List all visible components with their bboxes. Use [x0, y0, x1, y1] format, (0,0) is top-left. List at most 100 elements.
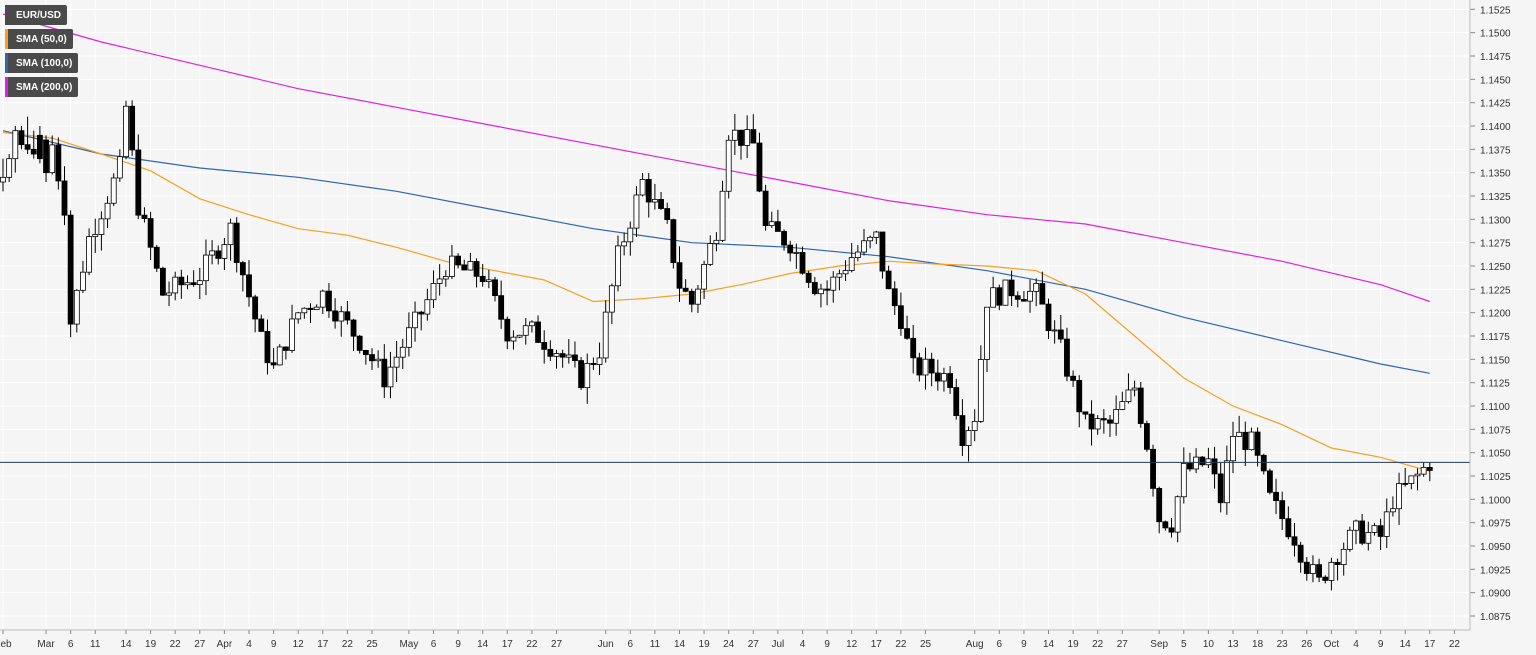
candle-down [252, 296, 259, 320]
candle-down [762, 190, 769, 227]
legend-item-sma100[interactable]: SMA (100,0) [5, 53, 79, 73]
candle-up [830, 276, 837, 291]
candle-down [18, 130, 25, 146]
x-axis: Feb Mar 6 11 14 19 22 27 Apr 4 9 12 17 22 25 May 6 9 14 17 2… [0, 629, 1470, 650]
candle-up [818, 288, 824, 295]
candle-up [1371, 525, 1378, 533]
candle-down [264, 331, 271, 364]
candle-up [922, 358, 929, 376]
candle-down [658, 199, 664, 209]
candle-down [1279, 500, 1286, 520]
candle-up [652, 199, 658, 203]
y-tick-label: 1.1025 [1480, 472, 1511, 483]
candle-up [633, 194, 640, 229]
x-tick-label: 27 [194, 639, 206, 650]
x-tick-label: 22 [526, 639, 538, 650]
x-tick-label: 17 [871, 639, 883, 650]
candle-up [1365, 532, 1372, 544]
x-tick-label: 27 [748, 639, 760, 650]
candle-down [178, 276, 185, 286]
y-tick-label: 1.0975 [1480, 519, 1511, 530]
candle-up [584, 363, 591, 389]
candle-up [565, 354, 572, 358]
candle-up [941, 373, 947, 382]
x-tick-label: 17 [317, 639, 329, 650]
candle-up [1396, 483, 1402, 510]
candle-down [590, 363, 597, 365]
candle-up [196, 280, 203, 285]
candle-up [1002, 279, 1009, 306]
candle-up [338, 311, 345, 322]
candle-down [61, 180, 68, 216]
candle-down [24, 144, 31, 150]
candle-down [1402, 483, 1409, 485]
candle-down [350, 319, 357, 337]
candle-up [1131, 387, 1138, 391]
x-tick-label: Sep [1150, 639, 1168, 650]
candle-down [1285, 518, 1292, 538]
x-tick-label: 25 [366, 639, 378, 650]
candle-down [910, 337, 917, 359]
legend-item-sma200[interactable]: SMA (200,0) [5, 77, 79, 97]
x-tick-label: 4 [800, 639, 806, 650]
x-tick-label: 22 [342, 639, 354, 650]
candle-up [725, 139, 732, 192]
candle-down [282, 346, 289, 351]
candle-down [1322, 576, 1329, 581]
candle-down [356, 335, 363, 351]
candle-up [116, 156, 123, 179]
candle-up [313, 306, 320, 311]
candle-up [86, 236, 92, 273]
candle-down [1426, 466, 1433, 471]
candle-up [449, 255, 455, 277]
candle-down [1199, 456, 1206, 466]
candle-down [738, 129, 744, 146]
candle-down [239, 262, 246, 276]
legend-item-symbol[interactable]: EUR/USD [5, 5, 68, 25]
candle-down [332, 310, 339, 322]
x-tick-label: 13 [1227, 639, 1239, 650]
candle-up [719, 190, 726, 241]
legend-swatch [5, 53, 8, 73]
candle-down [1039, 283, 1046, 305]
candle-down [1187, 462, 1193, 470]
candle-up [695, 288, 701, 305]
candle-up [227, 222, 234, 246]
candle-up [793, 252, 800, 254]
y-tick-label: 1.1275 [1480, 239, 1511, 250]
candle-down [1297, 544, 1304, 563]
candle-up [424, 299, 431, 315]
candle-down [898, 305, 904, 330]
y-tick-label: 1.0875 [1480, 612, 1511, 623]
legend-item-sma50[interactable]: SMA (50,0) [5, 29, 73, 49]
x-tick-label: 5 [1181, 639, 1187, 650]
y-tick-label: 1.1450 [1480, 75, 1511, 86]
candle-up [1390, 508, 1396, 513]
candle-down [572, 354, 578, 361]
legend-swatch [5, 29, 8, 49]
candle-down [1267, 470, 1273, 493]
candle-up [713, 239, 720, 244]
x-tick-label: 17 [1424, 639, 1436, 650]
candle-up [1383, 511, 1390, 537]
x-tick-label: 22 [1449, 639, 1461, 650]
candle-up [1346, 529, 1353, 550]
candle-up [602, 311, 609, 359]
candle-up [399, 346, 406, 358]
candle-down [147, 218, 154, 248]
candle-down [688, 290, 695, 305]
y-tick-label: 1.1400 [1480, 122, 1511, 133]
candle-up [1094, 418, 1101, 430]
x-tick-label: 22 [170, 639, 182, 650]
candle-up [1180, 462, 1187, 498]
y-tick-label: 1.1200 [1480, 309, 1511, 320]
x-tick-label: 19 [699, 639, 711, 650]
x-tick-label: 24 [723, 639, 735, 650]
candles [0, 100, 1433, 591]
candle-down [1211, 458, 1218, 475]
x-tick-label: 9 [824, 639, 830, 650]
candle-down [159, 267, 166, 296]
candle-up [596, 357, 603, 365]
candle-up [49, 144, 56, 174]
